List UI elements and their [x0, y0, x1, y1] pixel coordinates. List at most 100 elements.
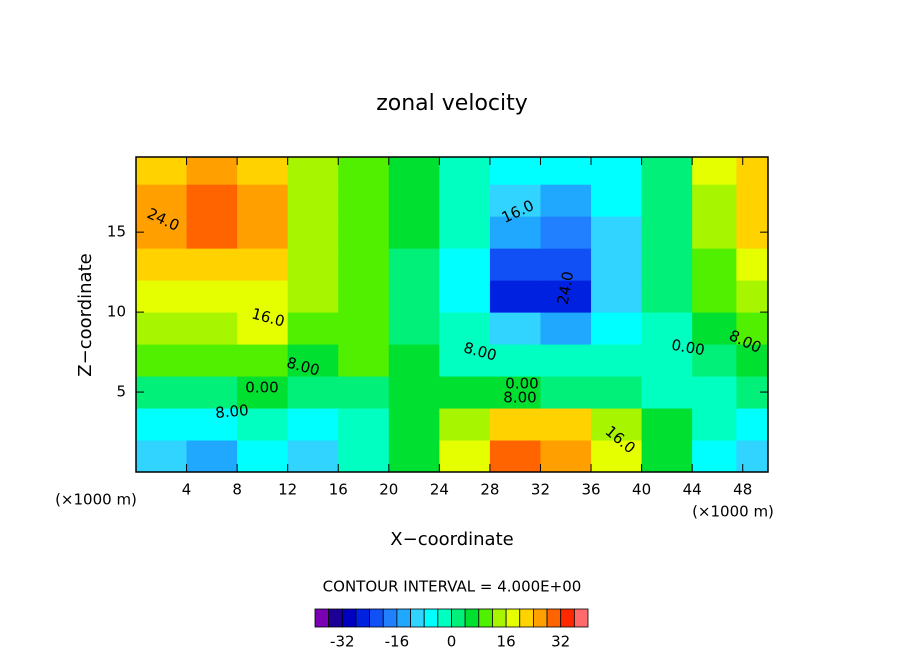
field-cell	[388, 312, 440, 345]
field-cell	[736, 440, 769, 473]
field-cell	[237, 184, 289, 217]
field-cell	[591, 157, 643, 185]
field-cell	[439, 376, 491, 409]
y-tick-label: 5	[116, 383, 126, 401]
colorbar-box	[492, 608, 507, 628]
field-cell	[591, 248, 643, 281]
field-cell	[237, 408, 289, 441]
colorbar-box	[355, 608, 371, 628]
field-cell	[136, 216, 188, 249]
colorbar-box	[369, 608, 384, 628]
field-cell	[338, 312, 390, 345]
colorbar-box	[410, 608, 425, 628]
field-cell	[641, 344, 693, 377]
field-cell	[540, 248, 592, 281]
field-cell	[540, 344, 592, 377]
x-unit: (×1000 m)	[692, 503, 774, 521]
field-cell	[439, 408, 491, 441]
x-tick-label: 48	[733, 481, 752, 499]
field-cell	[388, 184, 440, 217]
field-cell	[136, 408, 188, 441]
field-cell	[287, 280, 339, 313]
colorbar-box	[560, 608, 575, 628]
field-cell	[186, 216, 238, 249]
field-cell	[136, 248, 188, 281]
y-axis-label: Z−coordinate	[75, 253, 96, 376]
y-tick-label: 15	[107, 223, 126, 241]
x-tick-label: 40	[632, 481, 651, 499]
x-tick-label: 24	[430, 481, 449, 499]
field-cell	[237, 312, 289, 345]
field-cell	[237, 248, 289, 281]
field-cell	[186, 440, 238, 473]
colorbar-tick-label: 32	[551, 633, 570, 651]
field-cell	[641, 280, 693, 313]
field-cell	[540, 440, 592, 473]
field-cell	[641, 216, 693, 249]
field-cell	[692, 216, 737, 249]
field-cell	[692, 157, 737, 185]
x-unit: (×1000 m)	[55, 491, 137, 509]
colorbar-box	[505, 608, 521, 628]
field-cell	[489, 280, 541, 313]
field-cell	[692, 408, 737, 441]
field-cell	[287, 157, 339, 185]
field-cell	[136, 344, 188, 377]
colorbar-tick-label: -16	[385, 633, 410, 651]
field-cell	[591, 216, 643, 249]
field-cell	[136, 157, 188, 185]
field-cell	[736, 280, 769, 313]
colorbar-box	[451, 608, 466, 628]
field-cell	[489, 248, 541, 281]
field-cell	[692, 312, 737, 345]
field-cell	[186, 312, 238, 345]
field-cell	[641, 248, 693, 281]
field-cell	[136, 376, 188, 409]
field-cell	[338, 408, 390, 441]
field-cell	[287, 344, 339, 377]
field-cell	[439, 440, 491, 473]
field-cell	[489, 376, 541, 409]
field-cell	[692, 440, 737, 473]
field-cell	[736, 248, 769, 281]
field-cell	[736, 184, 769, 217]
field-cell	[736, 344, 769, 377]
field-cell	[591, 440, 643, 473]
contour-label: 24.0	[554, 270, 578, 306]
x-tick-label: 36	[581, 481, 600, 499]
field-cell	[540, 184, 592, 217]
x-axis-label: X−coordinate	[390, 529, 513, 550]
colorbar-box	[546, 608, 562, 628]
x-tick-label: 12	[278, 481, 297, 499]
colorbar-box	[464, 608, 480, 628]
field-cell	[489, 344, 541, 377]
field-cell	[237, 440, 289, 473]
field-cell	[338, 440, 390, 473]
field-cell	[641, 184, 693, 217]
field-cell	[338, 344, 390, 377]
field-cell	[439, 216, 491, 249]
field-cell	[338, 184, 390, 217]
field-cell	[136, 280, 188, 313]
field-cell	[388, 408, 440, 441]
field-cell	[641, 312, 693, 345]
field-cell	[540, 408, 592, 441]
colorbar-box	[382, 608, 398, 628]
field-cell	[591, 408, 643, 441]
field-cell	[338, 248, 390, 281]
field-cell	[591, 184, 643, 217]
colorbar-tick-label: 16	[497, 633, 516, 651]
colorbar-box	[437, 608, 452, 628]
plot-frame	[135, 156, 769, 473]
field-cell	[388, 157, 440, 185]
field-cell	[186, 408, 238, 441]
x-tick-label: 28	[480, 481, 499, 499]
field-cell	[489, 312, 541, 345]
field-cell	[388, 440, 440, 473]
field-cell	[439, 280, 491, 313]
colorbar-box	[478, 608, 493, 628]
field-cell	[736, 408, 769, 441]
chart-title: zonal velocity	[376, 91, 528, 116]
field-cell	[136, 440, 188, 473]
